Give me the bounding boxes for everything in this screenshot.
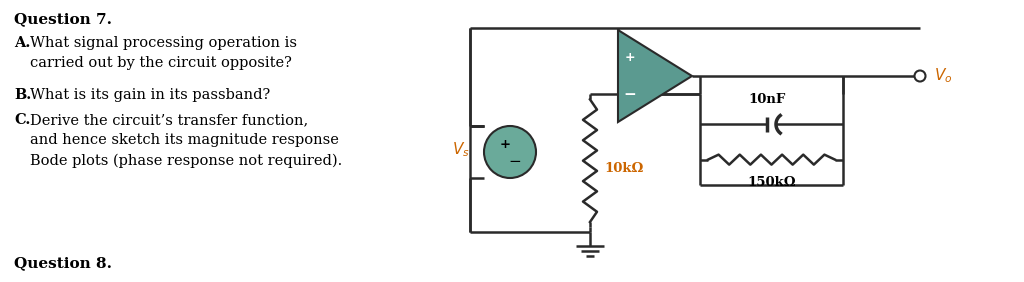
Text: 10nF: 10nF — [748, 93, 785, 106]
Text: $V_s$: $V_s$ — [453, 141, 470, 159]
Text: A.: A. — [14, 36, 31, 50]
Text: What signal processing operation is
carried out by the circuit opposite?: What signal processing operation is carr… — [30, 36, 297, 70]
Text: C.: C. — [14, 113, 31, 127]
Text: B.: B. — [14, 88, 32, 102]
Text: Question 8.: Question 8. — [14, 256, 112, 270]
Text: −: − — [624, 87, 636, 102]
Text: +: + — [500, 138, 511, 151]
Polygon shape — [618, 30, 692, 122]
Text: $V_o$: $V_o$ — [934, 67, 952, 85]
Text: Question 7.: Question 7. — [14, 12, 112, 26]
Text: 150kΩ: 150kΩ — [748, 176, 796, 189]
Text: 10kΩ: 10kΩ — [604, 162, 643, 175]
Text: +: + — [625, 51, 635, 64]
Circle shape — [484, 126, 536, 178]
Text: −: − — [509, 153, 521, 169]
Text: Derive the circuit’s transfer function,
and hence sketch its magnitude response
: Derive the circuit’s transfer function, … — [30, 113, 342, 168]
Circle shape — [914, 70, 926, 81]
Text: What is its gain in its passband?: What is its gain in its passband? — [30, 88, 270, 102]
